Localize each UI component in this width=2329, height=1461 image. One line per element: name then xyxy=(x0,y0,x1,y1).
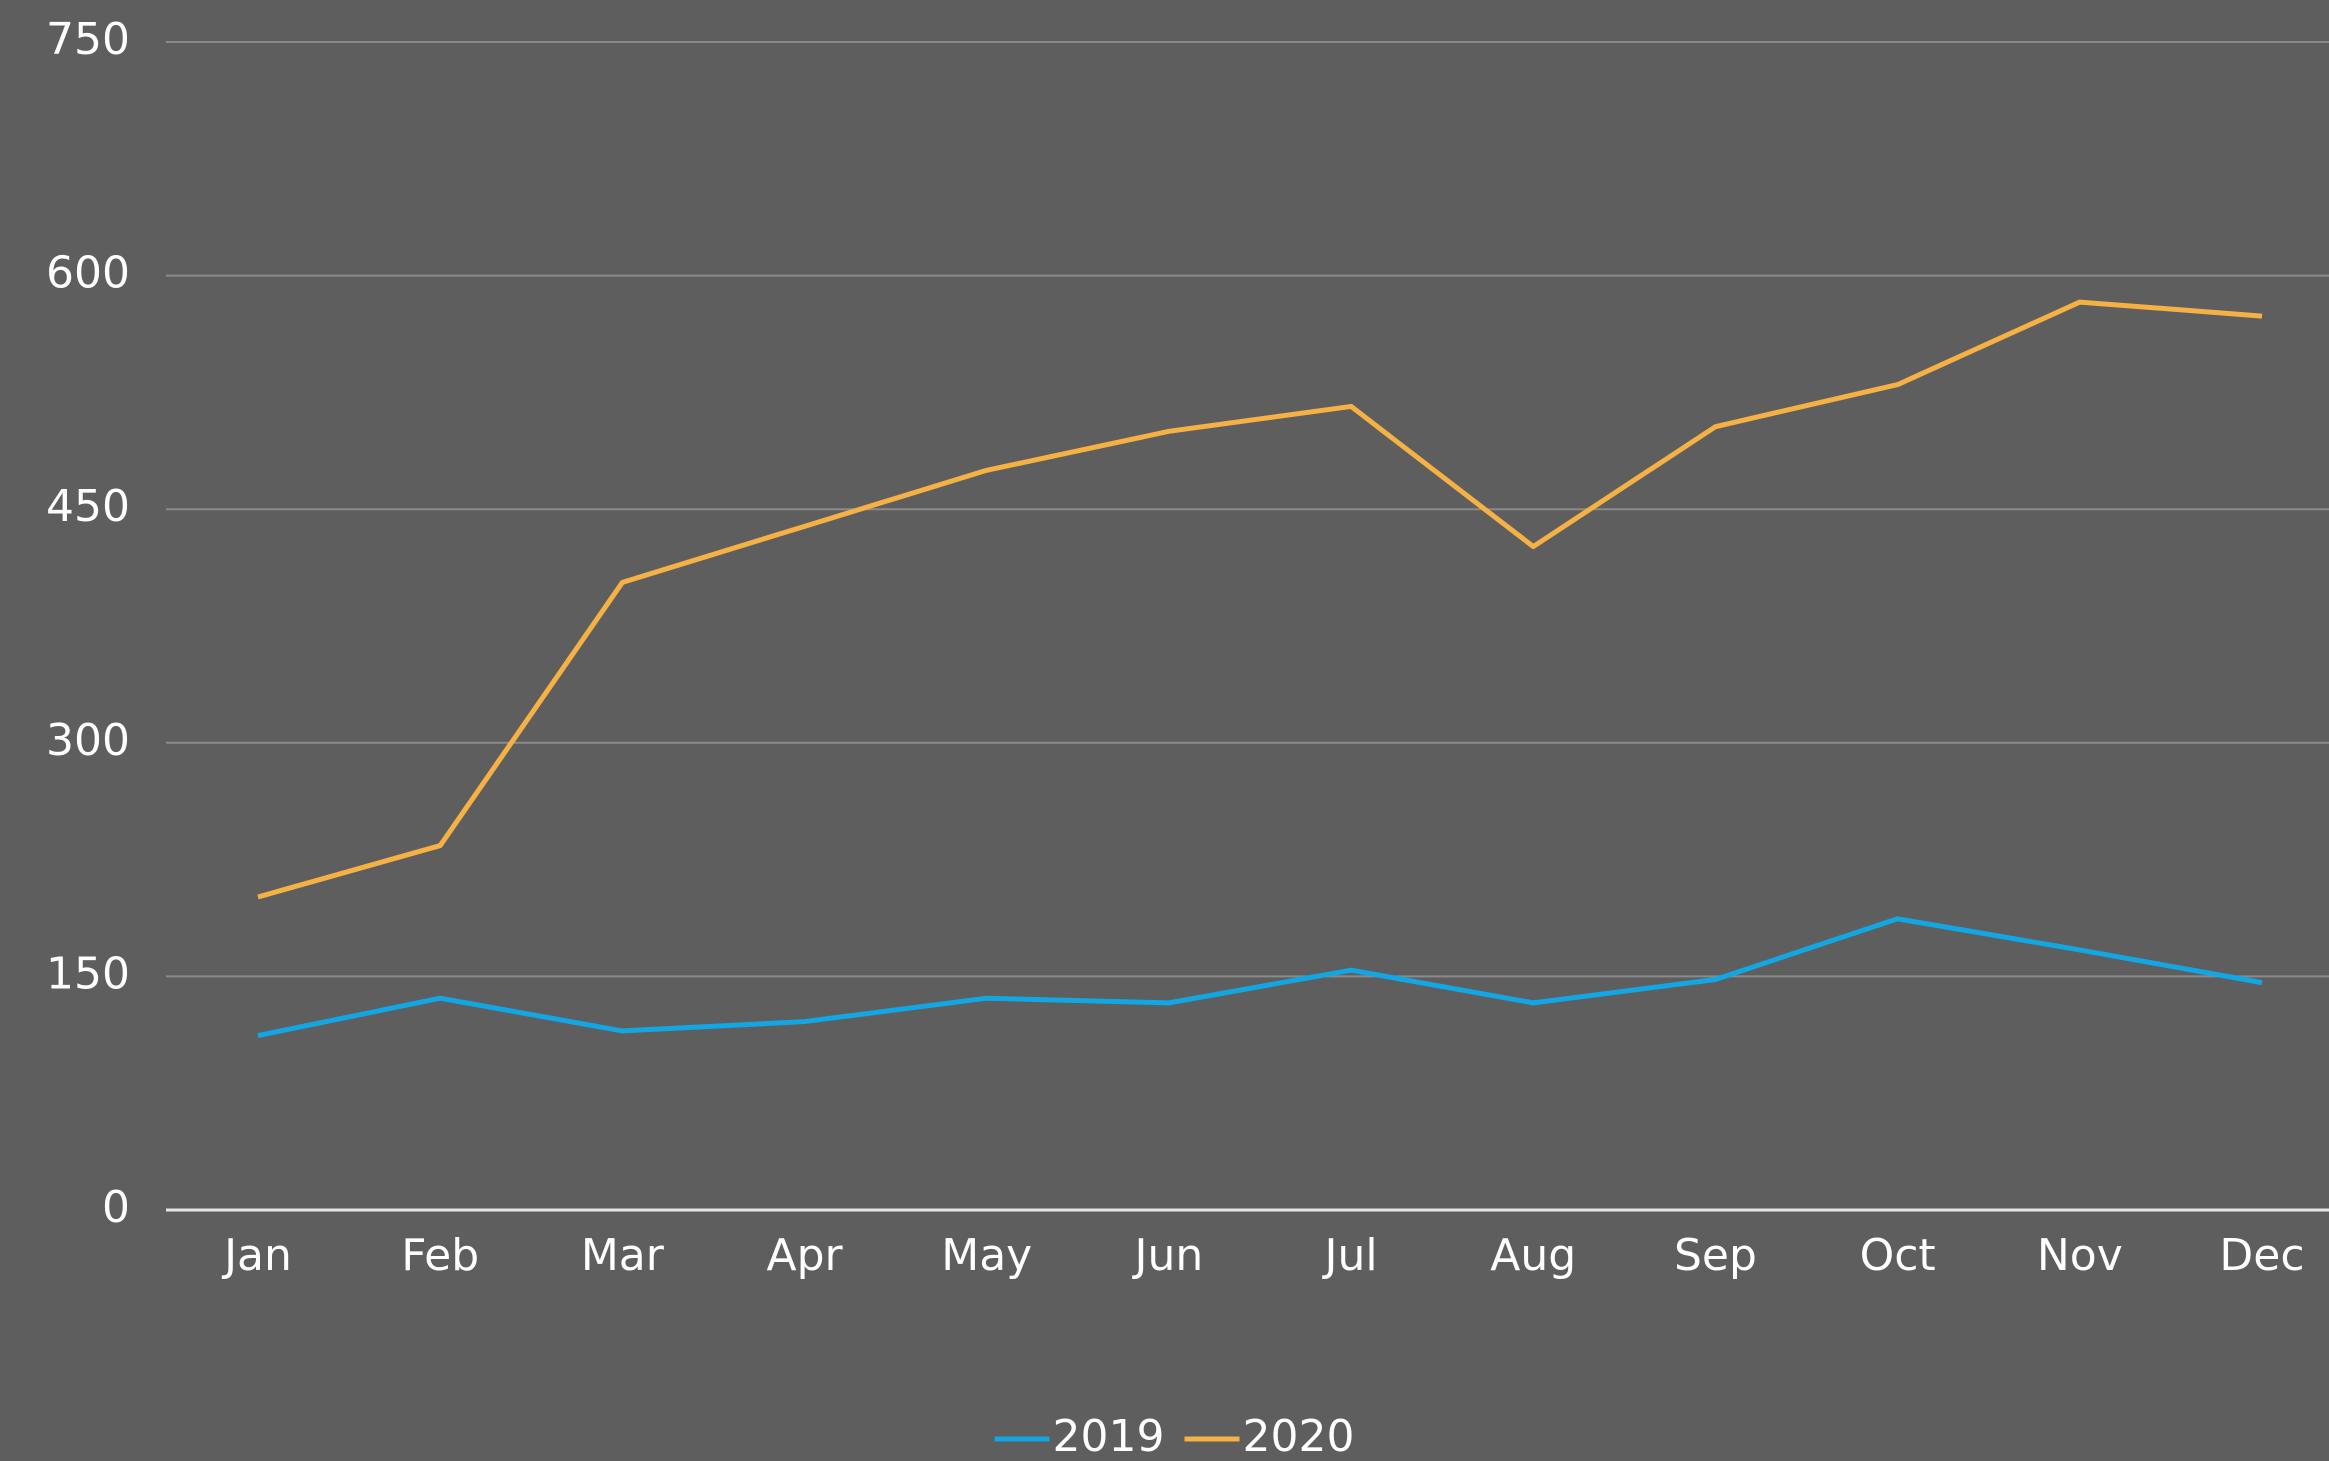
y-tick-label: 300 xyxy=(46,715,130,766)
x-tick-label: Apr xyxy=(766,1230,843,1281)
x-tick-label: Oct xyxy=(1860,1230,1936,1281)
y-tick-label: 750 xyxy=(46,14,130,65)
x-tick-label: Jun xyxy=(1132,1230,1204,1281)
y-tick-label: 150 xyxy=(46,948,130,999)
legend-label: 2019 xyxy=(1053,1411,1165,1461)
legend-label: 2020 xyxy=(1243,1411,1355,1461)
x-tick-label: Sep xyxy=(1674,1230,1757,1281)
x-tick-label: Nov xyxy=(2037,1230,2123,1281)
series-line xyxy=(257,916,2263,1039)
y-tick-label: 0 xyxy=(102,1182,130,1233)
x-tick-label: Dec xyxy=(2219,1230,2304,1281)
x-tick-label: Mar xyxy=(581,1230,665,1281)
x-tick-label: Feb xyxy=(401,1230,479,1281)
x-tick-label: May xyxy=(941,1230,1032,1281)
y-tick-label: 450 xyxy=(46,481,130,532)
x-tick-label: Jan xyxy=(221,1230,292,1281)
x-tick-label: Jul xyxy=(1322,1230,1378,1281)
y-tick-label: 600 xyxy=(46,248,130,299)
x-tick-label: Aug xyxy=(1490,1230,1576,1281)
series-line xyxy=(257,299,2263,900)
